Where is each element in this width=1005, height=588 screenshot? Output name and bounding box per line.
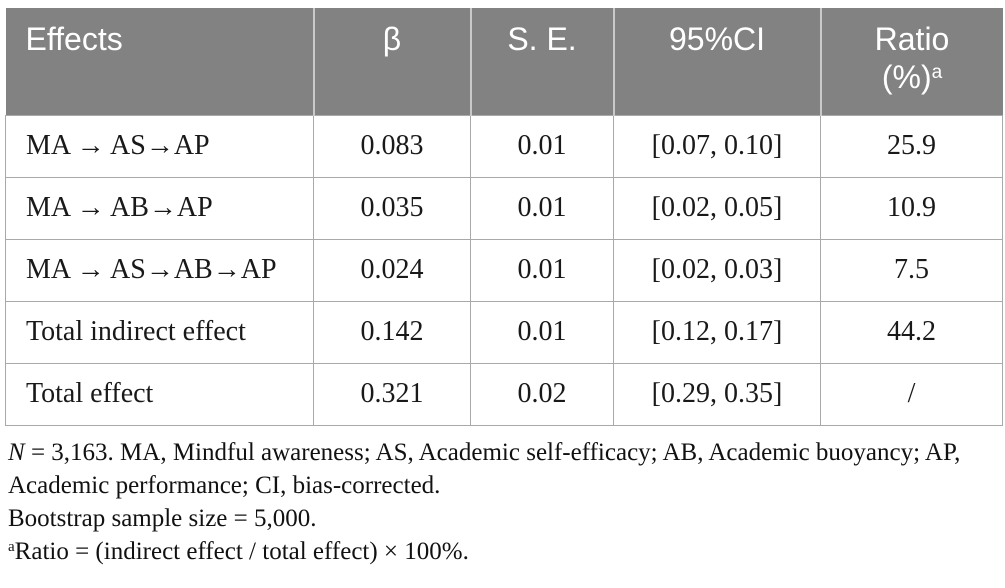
ratio-header-line2: (%) — [881, 59, 932, 95]
table-row: MA → AB→AP 0.035 0.01 [0.02, 0.05] 10.9 — [5, 176, 1003, 240]
cell-ci: [0.29, 0.35] — [613, 362, 821, 426]
cell-beta: 0.024 — [313, 238, 471, 302]
footnote-n-symbol: N — [8, 438, 25, 466]
cell-ratio: 10.9 — [820, 176, 1003, 240]
cell-ratio: 25.9 — [820, 114, 1003, 178]
footnote-ratio-text: Ratio = (indirect effect / total effect)… — [14, 537, 469, 565]
footnote-ratio-superscript: a — [8, 538, 15, 555]
footnote-ratio: aRatio = (indirect effect / total effect… — [8, 535, 1005, 568]
cell-ci: [0.12, 0.17] — [613, 300, 821, 364]
cell-beta: 0.142 — [313, 300, 471, 364]
cell-effect: Total indirect effect — [5, 300, 314, 364]
column-header-ci: 95%CI — [612, 8, 821, 115]
cell-se: 0.01 — [470, 238, 614, 302]
cell-effect: MA → AS→AB→AP — [5, 238, 314, 302]
cell-se: 0.01 — [470, 176, 614, 240]
table-footnotes: N = 3,163. MA, Mindful awareness; AS, Ac… — [5, 436, 1005, 568]
cell-ci: [0.07, 0.10] — [613, 114, 821, 178]
footnote-bootstrap: Bootstrap sample size = 5,000. — [8, 504, 317, 532]
column-header-se: S. E. — [469, 8, 614, 115]
cell-se: 0.02 — [470, 362, 614, 426]
ratio-header-superscript: a — [931, 62, 943, 83]
table-row: MA → AS→AP 0.083 0.01 [0.07, 0.10] 25.9 — [5, 114, 1003, 178]
cell-effect: Total effect — [5, 362, 314, 426]
cell-beta: 0.321 — [313, 362, 471, 426]
cell-ratio: 44.2 — [820, 300, 1003, 364]
ratio-header-line1: Ratio — [874, 21, 950, 57]
cell-se: 0.01 — [470, 114, 614, 178]
cell-ratio: 7.5 — [820, 238, 1003, 302]
table-header: Effects β S. E. 95%CI Ratio (%)a — [5, 8, 1003, 115]
footnote-sample: N = 3,163. MA, Mindful awareness; AS, Ac… — [8, 436, 1005, 502]
column-header-effects: Effects — [5, 8, 314, 115]
footnote-sample-text: = 3,163. MA, Mindful awareness; AS, Acad… — [8, 438, 961, 499]
cell-effect: MA → AB→AP — [5, 176, 314, 240]
table-row: Total indirect effect 0.142 0.01 [0.12, … — [5, 300, 1003, 364]
cell-ci: [0.02, 0.05] — [613, 176, 821, 240]
table-row: MA → AS→AB→AP 0.024 0.01 [0.02, 0.03] 7.… — [5, 238, 1003, 302]
column-header-beta: β — [312, 8, 471, 115]
cell-ratio: / — [820, 362, 1003, 426]
cell-se: 0.01 — [470, 300, 614, 364]
cell-beta: 0.083 — [313, 114, 471, 178]
table-body: MA → AS→AP 0.083 0.01 [0.07, 0.10] 25.9 … — [5, 114, 1003, 426]
column-header-ratio: Ratio (%)a — [819, 8, 1003, 115]
cell-beta: 0.035 — [313, 176, 471, 240]
header-row: Effects β S. E. 95%CI Ratio (%)a — [5, 8, 1003, 115]
table-row: Total effect 0.321 0.02 [0.29, 0.35] / — [5, 362, 1003, 426]
effects-table: Effects β S. E. 95%CI Ratio (%)a MA → AS… — [5, 8, 1003, 426]
cell-effect: MA → AS→AP — [5, 114, 314, 178]
cell-ci: [0.02, 0.03] — [613, 238, 821, 302]
